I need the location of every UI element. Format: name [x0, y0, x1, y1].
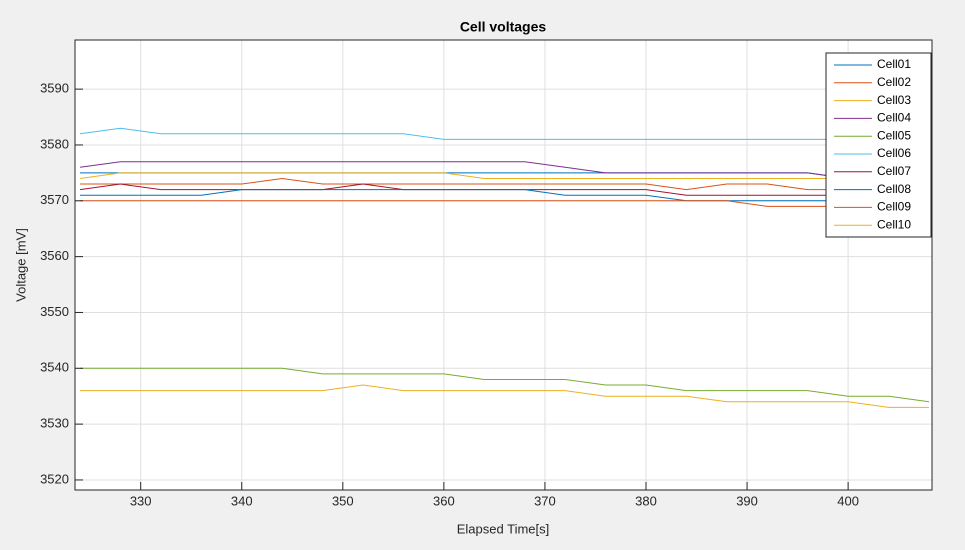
x-tick-label: 350 [332, 493, 354, 508]
series-line [80, 177, 929, 196]
lines [79, 127, 930, 408]
legend-label: Cell07 [877, 164, 911, 178]
legend-label: Cell03 [877, 93, 911, 107]
y-tick-label: 3580 [40, 136, 69, 151]
series-line [80, 384, 929, 408]
series-line [80, 189, 929, 202]
y-tick-label: 3530 [40, 416, 69, 431]
legend: Cell01 Cell02 Cell03 Cell04 Cell05 Cell06 Cell… [825, 52, 932, 238]
legend-box [825, 52, 932, 238]
series-line [79, 161, 929, 179]
series-line [79, 127, 929, 140]
legend-label: Cell09 [877, 200, 911, 214]
legend-label: Cell10 [877, 217, 911, 231]
axes-box [74, 39, 933, 491]
legend-label: Cell01 [877, 57, 911, 71]
series-line [80, 367, 930, 403]
legend-label: Cell02 [877, 75, 911, 89]
y-tick-label: 3550 [40, 304, 69, 319]
series-line [80, 200, 929, 213]
x-tick-label: 390 [736, 493, 758, 508]
x-tick-label: 330 [130, 493, 152, 508]
chart-title: Cell voltages [460, 19, 547, 35]
x-tick-label: 360 [433, 493, 455, 508]
y-axis-label: Voltage [mV] [13, 228, 28, 302]
y-tick-label: 3570 [40, 192, 69, 207]
legend-label: Cell05 [877, 128, 911, 142]
legend-label: Cell04 [877, 111, 911, 125]
y-tick-label: 3520 [40, 471, 69, 486]
legend-label: Cell06 [877, 146, 911, 160]
x-tick-label: 340 [231, 493, 253, 508]
legend-label: Cell08 [877, 182, 911, 196]
y-tick-label: 3560 [40, 248, 69, 263]
x-tick-label: 370 [534, 493, 556, 508]
series-line [79, 172, 929, 179]
ticks: 330 340 350 360 370 380 390 400 3520 3530 3540 3550… [40, 81, 859, 509]
plot-area [75, 40, 932, 490]
x-tick-label: 400 [837, 493, 859, 508]
x-axis-label: Elapsed Time[s] [457, 521, 550, 536]
x-tick-label: 380 [635, 493, 657, 508]
y-tick-label: 3540 [40, 360, 69, 375]
y-tick-label: 3590 [40, 81, 69, 96]
